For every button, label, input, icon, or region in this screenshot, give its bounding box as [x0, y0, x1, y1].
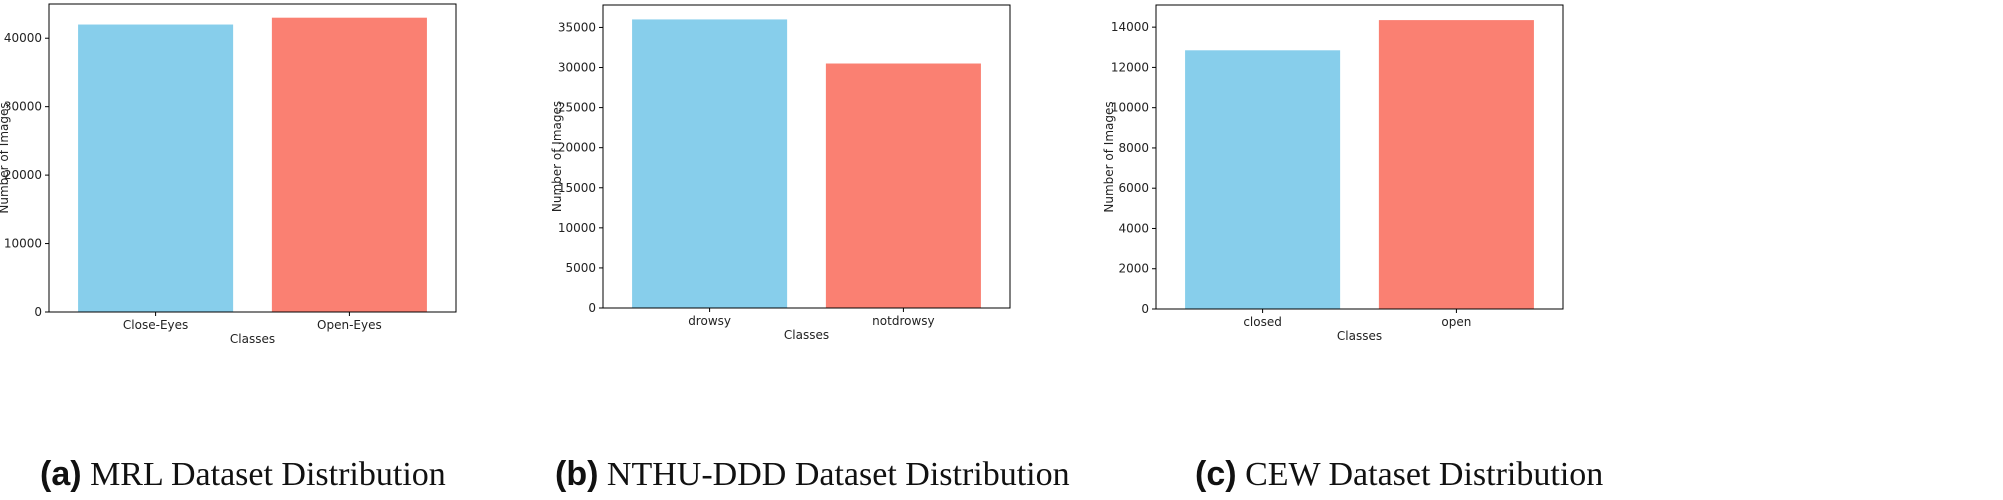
caption-text: MRL Dataset Distribution [90, 456, 446, 493]
y-tick-label: 10000 [1111, 101, 1149, 115]
plot-frame [48, 3, 457, 313]
caption-tag: (b) [555, 455, 599, 493]
y-tick-label: 12000 [1111, 60, 1149, 74]
plot-frame [1155, 4, 1564, 310]
y-tick-label: 30000 [558, 61, 596, 75]
bar-close-eyes [78, 24, 234, 313]
y-axis-label: Number of Images [1102, 101, 1116, 212]
caption-text: NTHU-DDD Dataset Distribution [606, 456, 1070, 493]
chart-panel-b: drowsy notdrowsy 0 5000 10000 15000 20000 25000… [545, 0, 1070, 500]
y-tick-label: 20000 [558, 141, 596, 155]
x-axis-label: Classes [784, 328, 829, 342]
y-tick-label: 2000 [1118, 262, 1149, 276]
chart-panel-c: closed open 0 2000 4000 6000 8000 10000 12000 140… [1095, 0, 2003, 500]
chart-panel-a: Close-Eyes Open-Eyes 0 10000 20000 30000 40000… [0, 0, 460, 500]
plot-frame [602, 4, 1011, 309]
y-tick-label: 25000 [558, 101, 596, 115]
x-tick-label: Close-Eyes [123, 318, 188, 332]
y-tick-label: 6000 [1118, 181, 1149, 195]
x-tick-label: drowsy [688, 314, 731, 328]
bar-chart-cew: closed open 0 2000 4000 6000 8000 10000 12000 140… [1102, 4, 1564, 343]
y-tick-label: 20000 [4, 168, 42, 182]
y-tick-label: 30000 [4, 100, 42, 114]
y-tick-label: 8000 [1118, 141, 1149, 155]
x-tick-label: closed [1243, 315, 1282, 329]
bar-chart-nthu: drowsy notdrowsy 0 5000 10000 15000 20000 25000… [550, 4, 1011, 342]
y-tick-label: 40000 [4, 31, 42, 45]
y-axis-label: Number of Images [550, 101, 564, 212]
y-tick-label: 10000 [4, 237, 42, 251]
y-tick-label: 15000 [558, 181, 596, 195]
bar-notdrowsy [825, 63, 981, 309]
caption-text: CEW Dataset Distribution [1245, 456, 1604, 493]
bar-chart-mrl: Close-Eyes Open-Eyes 0 10000 20000 30000 40000… [0, 3, 457, 346]
bar-open [1378, 20, 1534, 310]
y-tick-label: 14000 [1111, 20, 1149, 34]
x-axis-label: Classes [1337, 329, 1382, 343]
x-tick-label: notdrowsy [872, 314, 934, 328]
y-tick-label: 0 [34, 305, 42, 319]
caption-tag: (c) [1195, 455, 1237, 493]
x-tick-label: Open-Eyes [317, 318, 382, 332]
y-tick-label: 5000 [565, 261, 596, 275]
y-tick-label: 4000 [1118, 221, 1149, 235]
caption-a: (a) MRL Dataset Distribution [40, 455, 446, 494]
y-tick-label: 35000 [558, 20, 596, 34]
bar-open-eyes [271, 17, 427, 312]
y-tick-label: 0 [1141, 302, 1149, 316]
caption-c: (c) CEW Dataset Distribution [1195, 455, 1603, 494]
x-tick-label: open [1441, 315, 1471, 329]
caption-tag: (a) [40, 455, 82, 493]
x-axis-label: Classes [230, 332, 275, 346]
y-tick-label: 0 [588, 301, 596, 315]
bar-closed [1185, 50, 1341, 310]
caption-b: (b) NTHU-DDD Dataset Distribution [555, 455, 1070, 494]
bar-drowsy [632, 19, 788, 309]
y-axis-label: Number of Images [0, 102, 11, 213]
y-tick-label: 10000 [558, 221, 596, 235]
